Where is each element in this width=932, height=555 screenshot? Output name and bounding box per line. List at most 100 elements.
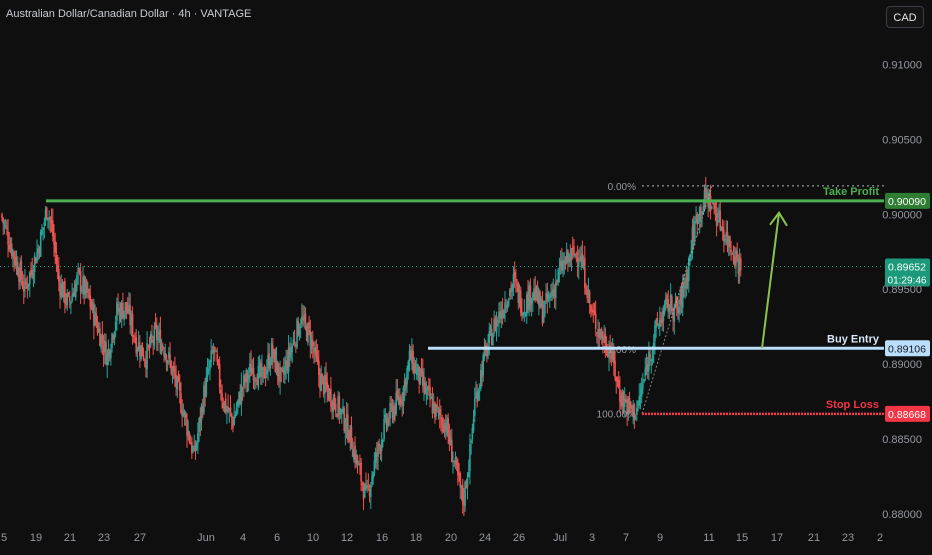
y-tick-label: 0.91000 <box>882 59 922 71</box>
candle-body <box>486 345 488 357</box>
candle-body <box>45 207 48 220</box>
candle-body <box>348 438 350 442</box>
candle-body <box>112 335 115 339</box>
candle-body <box>297 320 300 336</box>
candle-body <box>476 393 478 403</box>
candle-body <box>553 288 556 297</box>
candle-body <box>267 354 269 368</box>
candle-body <box>505 305 508 307</box>
candle-body <box>604 334 607 350</box>
candle-body <box>77 267 79 273</box>
candle-body <box>95 313 98 324</box>
candle-body <box>302 318 304 321</box>
x-tick-label: 23 <box>842 532 854 544</box>
candle-body <box>6 227 8 229</box>
candle-body <box>209 361 211 370</box>
candle-body <box>720 227 723 232</box>
fib-label: 100.00% <box>597 410 637 421</box>
candle-body <box>140 345 142 360</box>
candle-body <box>686 275 689 282</box>
stop-loss-label: Stop Loss <box>826 399 879 411</box>
candle-body <box>685 272 688 288</box>
candle-body <box>246 373 249 381</box>
candle-body <box>147 346 150 348</box>
candle-body <box>324 375 326 394</box>
candle-body <box>151 335 153 339</box>
candle-body <box>658 319 661 328</box>
candle-body <box>130 315 133 326</box>
candle-body <box>573 246 575 256</box>
take-profit-price-value: 0.90090 <box>888 196 926 208</box>
candle-body <box>90 304 93 310</box>
candle-body <box>255 379 257 382</box>
candle-body <box>19 263 21 283</box>
candle-body <box>552 288 555 297</box>
candle-body <box>14 256 17 266</box>
candle-body <box>657 324 660 326</box>
candle-body <box>43 222 46 226</box>
candle-body <box>67 293 70 295</box>
candle-body <box>114 321 117 331</box>
candle-body <box>328 389 331 398</box>
candle-body <box>551 291 553 295</box>
candle-body <box>460 486 463 489</box>
candle-body <box>245 370 248 383</box>
candle-body <box>377 443 379 458</box>
candle-body <box>201 406 204 414</box>
candle-body <box>558 268 561 270</box>
candle-body <box>487 345 489 355</box>
candle-body <box>20 261 23 280</box>
candle-body <box>2 218 5 224</box>
candle-body <box>336 413 338 418</box>
candle-body <box>408 350 411 361</box>
candle-body <box>692 224 695 242</box>
candle-body <box>272 345 274 358</box>
candle-body <box>199 415 202 424</box>
fib-label: 0.00% <box>608 182 636 193</box>
candle-body <box>656 318 659 326</box>
candle-body <box>355 454 358 464</box>
candle-body <box>421 371 424 386</box>
currency-button[interactable]: CAD <box>886 6 924 28</box>
candle-body <box>100 335 102 349</box>
candle-body <box>420 368 423 372</box>
candle-body <box>684 286 686 289</box>
candle-body <box>527 293 529 310</box>
x-tick-label: 3 <box>589 532 595 544</box>
candle-body <box>700 206 702 217</box>
candle-body <box>538 291 540 306</box>
candle-body <box>737 258 740 274</box>
candle-body <box>251 368 254 374</box>
candle-body <box>414 363 417 374</box>
candle-body <box>204 386 206 398</box>
candle-body <box>188 432 191 442</box>
candle-body <box>376 452 378 457</box>
candle-body <box>409 351 412 361</box>
candle-body <box>234 414 237 417</box>
candle-body <box>215 350 217 353</box>
candle-body <box>226 409 228 411</box>
candle-body <box>210 350 212 362</box>
candle-body <box>426 387 429 390</box>
candle-body <box>162 345 164 349</box>
candle-body <box>367 485 370 487</box>
candle-body <box>593 310 596 315</box>
candle-body <box>394 404 396 414</box>
candle-body <box>279 367 281 383</box>
candle-body <box>331 404 333 410</box>
candle-body <box>454 457 457 464</box>
candle-body <box>500 312 503 319</box>
candle-body <box>96 323 99 333</box>
candle-body <box>542 312 545 323</box>
candle-body <box>192 448 194 452</box>
candle-body <box>530 299 533 305</box>
candle-body <box>1 213 3 219</box>
candle-body <box>691 227 694 254</box>
candle-body <box>452 461 454 463</box>
candle-body <box>586 293 589 299</box>
candle-body <box>473 398 476 417</box>
candle-body <box>307 323 309 343</box>
candle-body <box>163 350 165 356</box>
